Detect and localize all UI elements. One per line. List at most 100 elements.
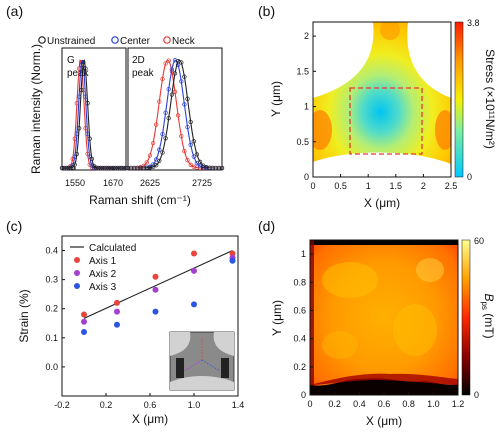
x-tick-label: 1.5: [390, 181, 403, 191]
c-point-axis1: [81, 311, 87, 318]
spectrum-point-unstrained: [163, 136, 168, 141]
spectrum-point-center: [169, 67, 175, 72]
panel-a: Unstrained Center Neck G peak 2D peak 15…: [29, 36, 225, 207]
spectrum-point-unstrained: [194, 152, 200, 157]
panel-c: -0.2 0.2 0.6 1.0 1.4 0.0 0.1 0.2 0.3 0.4 Calculat…: [17, 235, 244, 426]
spectrum-point-unstrained: [64, 165, 69, 171]
spectrum-point-unstrained: [188, 119, 193, 125]
c-point-axis1: [114, 299, 120, 306]
spectrum-point-unstrained: [117, 165, 122, 171]
panel-d: 60 0 Bps (mT) 0 0.2 0.4 0.6 0.8 1.0 1.2 0 0.2 0.4…: [270, 236, 496, 428]
spectrum-point-neck: [172, 89, 178, 94]
spectrum-point-unstrained: [144, 165, 149, 171]
b-edge-hotspot: [380, 22, 400, 40]
b-frame: [312, 21, 452, 178]
spectrum-point-center: [163, 110, 168, 115]
spectrum-point-unstrained: [169, 92, 175, 97]
c-legend-marker-axis3: [74, 283, 80, 289]
spectrum-point-unstrained: [123, 165, 129, 171]
spectrum-point-unstrained: [157, 158, 162, 164]
spectrum-point-unstrained: [216, 165, 222, 171]
spectrum-point-unstrained: [125, 165, 131, 171]
c-plot: [81, 250, 236, 335]
d-cbar-label: Bps (mT): [480, 293, 496, 338]
c-calculated-line: [83, 250, 233, 319]
spectrum-point-unstrained: [72, 162, 77, 167]
spectrum-point-center: [160, 131, 165, 137]
spectrum-point-unstrained: [68, 165, 73, 171]
spectrum-point-unstrained: [59, 165, 65, 171]
panel-label-d: (d): [258, 218, 275, 234]
spectrum-point-unstrained: [154, 163, 159, 168]
spectrum-point-neck: [175, 113, 181, 118]
c-legend: Calculated Axis 1 Axis 2 Axis 3: [70, 243, 136, 293]
c-point-axis1: [229, 250, 236, 257]
y-tick-label: 2: [304, 31, 309, 41]
spectrum-point-unstrained: [79, 87, 84, 93]
panel-a-frame-2d: [127, 47, 223, 171]
x-tick-label: -0.2: [54, 400, 70, 410]
spectrum-point-unstrained: [172, 71, 178, 76]
b-colorbar: [454, 21, 464, 178]
spectrum-point-unstrained: [87, 136, 92, 141]
b-roi-box: [349, 87, 423, 155]
spectrum-point-unstrained: [210, 165, 215, 171]
y-tick-label: 0.2: [45, 304, 58, 314]
x-tick-label: 1.0: [188, 400, 201, 410]
y-tick-label: 1: [301, 249, 306, 259]
a-xlabel: Raman shift (cm⁻¹): [89, 193, 191, 207]
a-xtick-1670: 1670: [103, 178, 123, 188]
spectrum-point-center: [191, 154, 196, 159]
spectrum-point-center: [166, 86, 171, 92]
spectrum-point-unstrained: [207, 165, 212, 170]
x-tick-label: 1.2: [452, 399, 465, 409]
subplot-label-2d-line2: peak: [132, 68, 155, 79]
legend-marker-neck: [163, 36, 171, 44]
spectrum-point-unstrained: [128, 165, 134, 171]
legend-marker-unstrained: [38, 36, 46, 44]
spectrum-point-unstrained: [66, 165, 71, 171]
spectrum-point-neck: [166, 58, 171, 63]
y-tick-label: 0.4: [293, 334, 306, 344]
spectrum-point-unstrained: [135, 165, 140, 171]
a-xtick-2725: 2725: [192, 178, 212, 188]
c-ylabel: Strain (%): [17, 289, 31, 342]
c-inset-micrograph: [169, 331, 235, 391]
spectrum-point-center: [157, 147, 162, 152]
spectrum-point-unstrained: [104, 165, 109, 171]
subplot-label-g-line2: peak: [67, 68, 90, 79]
panel-a-legend: Unstrained Center Neck: [38, 36, 196, 47]
x-tick-label: 0.2: [328, 399, 341, 409]
spectrum-point-unstrained: [74, 151, 80, 157]
x-tick-label: 2.5: [445, 181, 458, 191]
spectrum-point-unstrained: [76, 126, 82, 131]
c-point-axis3: [114, 321, 120, 328]
c-legend-marker-axis1: [74, 257, 80, 263]
spectrum-point-neck: [154, 122, 159, 127]
c-point-axis1: [152, 273, 159, 280]
x-tick-label: 0.5: [334, 181, 347, 191]
y-tick-label: 0.5: [296, 137, 309, 147]
spectrum-point-unstrained: [150, 164, 156, 170]
c-point-axis2: [152, 286, 159, 293]
spectrum-point-neck: [147, 153, 153, 158]
spectrum-point-unstrained: [102, 165, 107, 171]
a-xtick-2625: 2625: [140, 178, 160, 188]
legend-label-neck: Neck: [172, 36, 196, 47]
y-tick-label: 0.8: [293, 277, 306, 287]
spectrum-point-neck: [160, 76, 165, 82]
spectrum-point-unstrained: [70, 165, 75, 170]
spectrum-point-unstrained: [166, 115, 171, 121]
legend-marker-center: [111, 36, 119, 44]
c-legend-marker-axis2: [74, 270, 80, 276]
c-point-axis1: [191, 250, 197, 257]
spectrum-point-unstrained: [93, 165, 99, 170]
c-legend-axis2: Axis 2: [89, 269, 117, 280]
x-tick-label: 1.0: [427, 399, 440, 409]
y-tick-label: 0: [301, 390, 306, 400]
b-axes: 0 0.5 1 1.5 2 2.5 0 0.5 1 1.5 2: [296, 31, 457, 191]
spectrum-point-unstrained: [96, 165, 101, 171]
b-edge-hotspot: [435, 110, 451, 150]
b-cbar-min: 0: [467, 172, 472, 182]
